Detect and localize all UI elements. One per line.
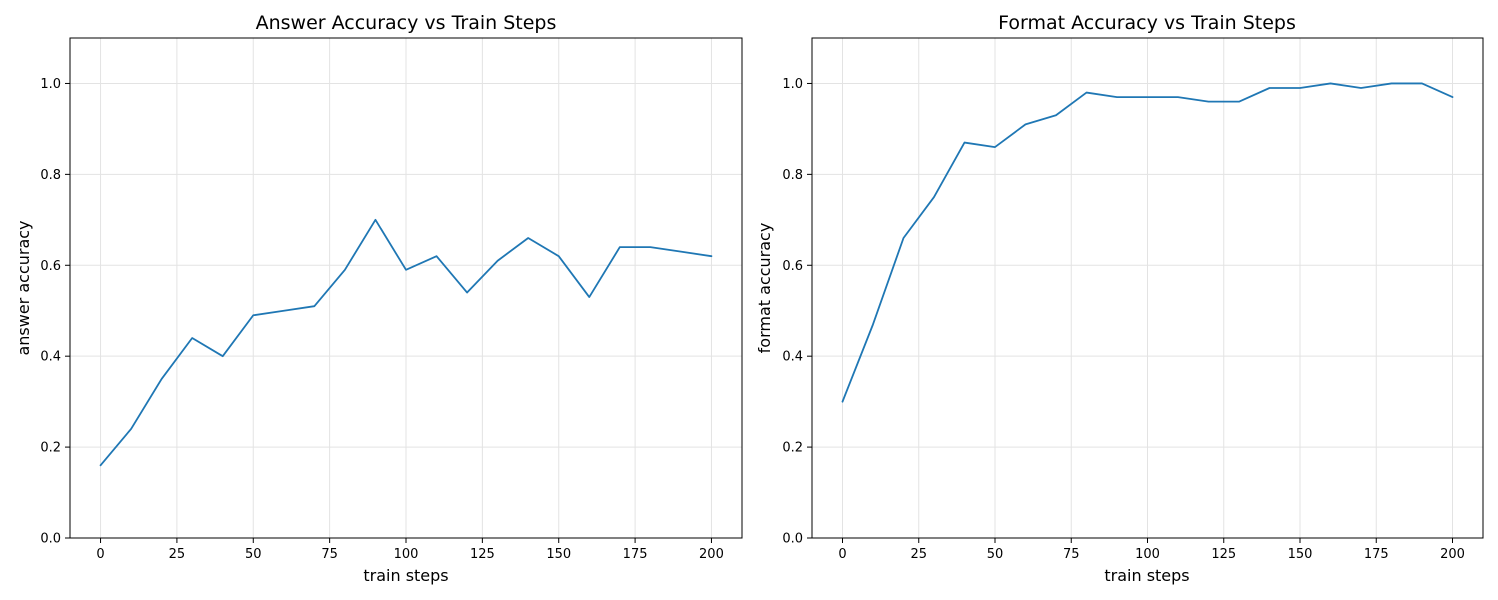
x-tick-label: 100 — [394, 547, 419, 562]
gridlines — [812, 38, 1483, 539]
x-tick-label: 175 — [623, 547, 648, 562]
gridlines — [70, 38, 742, 539]
x-axis-ticks: 0 25 50 75 100 125 150 175 200 — [96, 538, 724, 562]
y-tick-label: 0.0 — [40, 532, 61, 547]
x-tick-label: 200 — [1440, 547, 1465, 562]
y-tick-label: 0.4 — [40, 350, 61, 365]
series-line — [841, 82, 1454, 403]
y-tick-label: 1.0 — [782, 77, 803, 92]
x-tick-label: 50 — [245, 547, 262, 562]
x-tick-label: 75 — [1063, 547, 1080, 562]
x-axis-ticks: 0 25 50 75 100 125 150 175 200 — [838, 538, 1465, 562]
x-tick-label: 25 — [910, 547, 927, 562]
y-axis-ticks: 0.0 0.2 0.4 0.6 0.8 1.0 — [40, 77, 70, 547]
y-tick-label: 0.8 — [782, 168, 803, 183]
y-tick-label: 0.4 — [782, 350, 803, 365]
y-tick-label: 0.8 — [40, 168, 61, 183]
series-layer — [841, 82, 1454, 403]
y-axis-ticks: 0.0 0.2 0.4 0.6 0.8 1.0 — [782, 77, 812, 547]
y-axis-label: format accuracy — [755, 223, 774, 354]
x-tick-label: 25 — [169, 547, 186, 562]
x-axis-label: train steps — [1104, 566, 1189, 585]
x-tick-label: 125 — [1211, 547, 1236, 562]
x-tick-label: 100 — [1135, 547, 1160, 562]
x-tick-label: 150 — [1288, 547, 1313, 562]
series-layer — [99, 218, 713, 467]
x-tick-label: 125 — [470, 547, 495, 562]
y-tick-label: 0.6 — [782, 259, 803, 274]
y-axis-label: answer accuracy — [14, 220, 33, 355]
y-tick-label: 0.2 — [782, 441, 803, 456]
x-tick-label: 200 — [699, 547, 724, 562]
x-tick-label: 150 — [546, 547, 571, 562]
x-tick-label: 50 — [987, 547, 1004, 562]
x-tick-label: 0 — [96, 547, 104, 562]
x-tick-label: 75 — [321, 547, 338, 562]
x-axis-label: train steps — [363, 566, 448, 585]
chart-title: Answer Accuracy vs Train Steps — [256, 12, 557, 34]
y-tick-label: 0.0 — [782, 532, 803, 547]
y-tick-label: 0.6 — [40, 259, 61, 274]
format-accuracy-chart: 0 25 50 75 100 125 150 175 200 0.0 0.2 0.4 0.6 0.8 1.… — [755, 12, 1484, 585]
y-tick-label: 0.2 — [40, 441, 61, 456]
x-tick-label: 0 — [838, 547, 846, 562]
series-line — [99, 218, 713, 467]
y-tick-label: 1.0 — [40, 77, 61, 92]
chart-title: Format Accuracy vs Train Steps — [998, 12, 1296, 34]
x-tick-label: 175 — [1364, 547, 1389, 562]
answer-accuracy-chart: 0 25 50 75 100 125 150 175 200 0.0 0.2 0.4 0.6 0.8 1.… — [14, 12, 743, 585]
